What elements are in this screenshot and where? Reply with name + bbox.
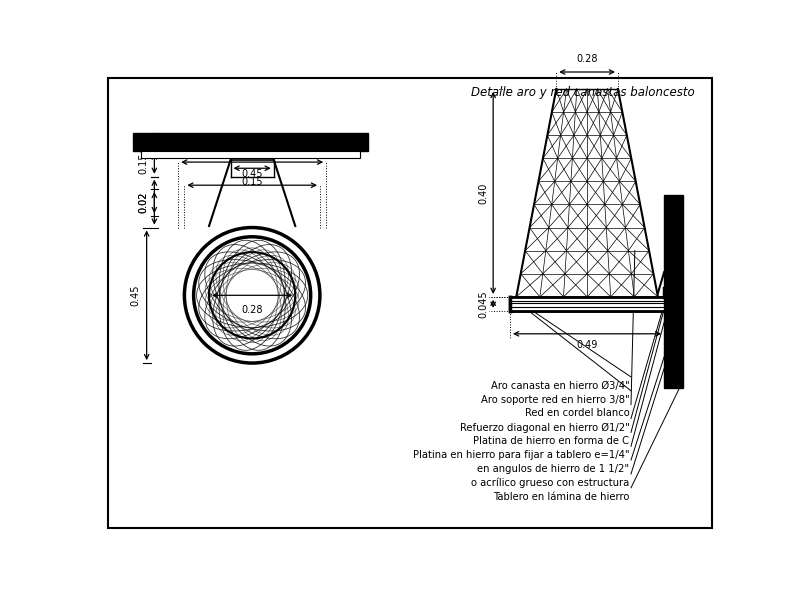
Text: Red en cordel blanco: Red en cordel blanco	[525, 409, 630, 418]
Text: 0.28: 0.28	[242, 305, 263, 314]
Text: 0.49: 0.49	[242, 146, 263, 156]
Bar	[664, 195, 683, 388]
Text: 0.28: 0.28	[576, 55, 598, 64]
Text: 0.40: 0.40	[478, 182, 489, 203]
Text: 0.02: 0.02	[138, 192, 148, 213]
Text: 0.49: 0.49	[577, 340, 598, 350]
Bar	[510, 297, 664, 311]
Text: 0.045: 0.045	[478, 290, 489, 317]
Text: Platina en hierro para fijar a tablero e=1/4": Platina en hierro para fijar a tablero e…	[413, 450, 630, 460]
Text: 0.45: 0.45	[130, 284, 141, 306]
Text: o acrílico grueso con estructura: o acrílico grueso con estructura	[471, 478, 630, 488]
Text: Platina de hierro en forma de C: Platina de hierro en forma de C	[474, 436, 630, 446]
Text: Aro soporte red en hierro 3/8": Aro soporte red en hierro 3/8"	[481, 395, 630, 404]
Text: Refuerzo diagonal en hierro Ø1/2": Refuerzo diagonal en hierro Ø1/2"	[459, 422, 630, 433]
Text: en angulos de hierro de 1 1/2": en angulos de hierro de 1 1/2"	[478, 464, 630, 474]
Text: 0.15: 0.15	[242, 178, 263, 187]
Text: 0.03: 0.03	[138, 131, 148, 152]
Bar	[133, 133, 368, 151]
Text: 0.15: 0.15	[138, 153, 148, 175]
Text: 0.02: 0.02	[138, 191, 148, 213]
Text: 0.15: 0.15	[663, 340, 685, 350]
Text: 0.45: 0.45	[242, 169, 263, 179]
Text: Aro canasta en hierro Ø3/4": Aro canasta en hierro Ø3/4"	[490, 381, 630, 391]
Text: Detalle aro y red canastas baloncesto: Detalle aro y red canastas baloncesto	[471, 86, 695, 99]
Bar	[141, 151, 360, 158]
Text: Tablero en lámina de hierro: Tablero en lámina de hierro	[493, 491, 630, 502]
